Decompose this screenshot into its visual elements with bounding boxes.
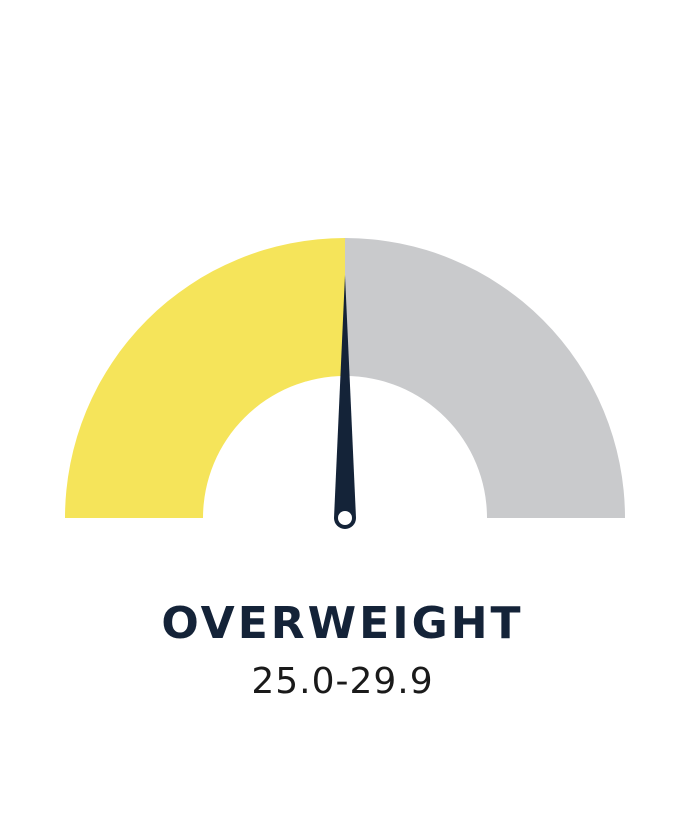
gauge-needle <box>334 275 356 530</box>
bmi-category-label: OVERWEIGHT <box>161 598 524 649</box>
gauge-empty-segment <box>345 238 625 518</box>
gauge-graphic <box>65 238 625 530</box>
bmi-range-label: 25.0-29.9 <box>251 661 434 702</box>
bmi-gauge <box>65 238 625 530</box>
gauge-filled-segment <box>65 238 345 518</box>
gauge-needle-pivot <box>338 511 352 525</box>
